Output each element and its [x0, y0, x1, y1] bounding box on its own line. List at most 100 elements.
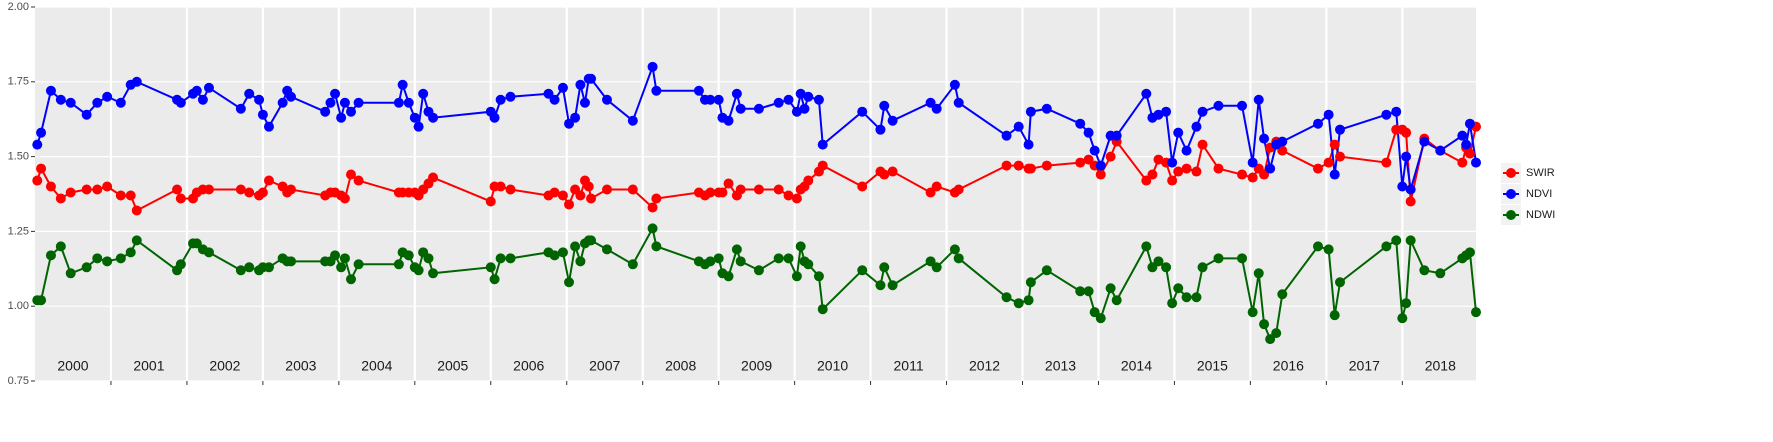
- data-point: [495, 94, 506, 105]
- y-tick-label: 2.00: [8, 1, 29, 13]
- data-point: [1025, 106, 1036, 117]
- data-point: [330, 250, 341, 261]
- data-point: [1397, 313, 1408, 324]
- data-point: [813, 271, 824, 282]
- data-point: [336, 262, 347, 273]
- data-point: [557, 247, 568, 258]
- data-point: [1153, 109, 1164, 120]
- data-point: [564, 277, 575, 288]
- data-point: [627, 115, 638, 126]
- data-point: [803, 175, 814, 186]
- data-point: [346, 274, 357, 285]
- data-point: [1153, 256, 1164, 267]
- data-point: [325, 97, 336, 108]
- data-point: [45, 85, 56, 96]
- data-point: [235, 184, 246, 195]
- data-point: [423, 253, 434, 264]
- data-point: [45, 181, 56, 192]
- data-point: [1335, 151, 1346, 162]
- data-point: [753, 103, 764, 114]
- data-point: [1237, 253, 1248, 264]
- data-point: [1405, 235, 1416, 246]
- data-point: [244, 187, 255, 198]
- data-point: [735, 256, 746, 267]
- data-point: [570, 241, 581, 252]
- data-point: [1181, 292, 1192, 303]
- y-tick-label: 1.50: [8, 151, 29, 163]
- year-label: 2013: [1045, 358, 1076, 374]
- data-point: [1041, 160, 1052, 171]
- data-point: [1265, 163, 1276, 174]
- data-point: [627, 184, 638, 195]
- data-point: [601, 94, 612, 105]
- y-tick-label: 1.75: [8, 76, 29, 88]
- data-point: [1419, 265, 1430, 276]
- data-point: [575, 256, 586, 267]
- data-point: [92, 97, 103, 108]
- data-point: [1435, 268, 1446, 279]
- data-point: [1213, 253, 1224, 264]
- data-point: [783, 190, 794, 201]
- data-point: [339, 253, 350, 264]
- data-point: [102, 91, 113, 102]
- year-label: 2014: [1121, 358, 1152, 374]
- data-point: [505, 91, 516, 102]
- data-point: [803, 259, 814, 270]
- data-point: [32, 175, 43, 186]
- year-label: 2000: [57, 358, 88, 374]
- data-point: [285, 91, 296, 102]
- data-point: [1471, 157, 1481, 168]
- year-label: 2003: [285, 358, 316, 374]
- year-label: 2009: [741, 358, 772, 374]
- data-point: [36, 163, 47, 174]
- data-point: [235, 103, 246, 114]
- data-point: [1277, 136, 1288, 147]
- data-point: [175, 193, 186, 204]
- data-point: [1041, 265, 1052, 276]
- data-point: [403, 250, 414, 261]
- data-point: [813, 94, 824, 105]
- data-point: [346, 106, 357, 117]
- data-point: [651, 85, 662, 96]
- data-point: [1381, 157, 1392, 168]
- data-point: [92, 184, 103, 195]
- data-point: [1247, 172, 1258, 183]
- data-point: [45, 250, 56, 261]
- data-point: [1247, 307, 1258, 318]
- data-point: [1095, 169, 1106, 180]
- data-point: [102, 181, 113, 192]
- data-point: [489, 274, 500, 285]
- data-point: [887, 280, 898, 291]
- data-point: [953, 184, 964, 195]
- data-point: [879, 169, 890, 180]
- data-point: [485, 196, 496, 207]
- data-point: [263, 175, 274, 186]
- data-point: [330, 88, 341, 99]
- data-point: [1181, 145, 1192, 156]
- data-point: [1141, 88, 1152, 99]
- data-point: [723, 178, 734, 189]
- data-point: [413, 121, 424, 132]
- data-point: [1401, 151, 1412, 162]
- year-label: 2010: [817, 358, 848, 374]
- data-point: [1197, 139, 1208, 150]
- data-point: [773, 184, 784, 195]
- data-point: [65, 97, 76, 108]
- data-point: [1329, 139, 1340, 150]
- legend-label: NDWI: [1526, 209, 1555, 221]
- data-point: [1237, 100, 1248, 111]
- data-point: [1335, 277, 1346, 288]
- data-point: [409, 112, 420, 123]
- data-point: [203, 82, 214, 93]
- data-point: [489, 112, 500, 123]
- legend-label: SWIR: [1526, 167, 1555, 179]
- data-point: [1457, 130, 1468, 141]
- data-point: [36, 127, 47, 138]
- data-point: [1001, 130, 1012, 141]
- data-point: [1095, 160, 1106, 171]
- data-point: [1167, 175, 1178, 186]
- data-point: [651, 241, 662, 252]
- data-point: [879, 262, 890, 273]
- data-point: [875, 280, 886, 291]
- data-point: [1173, 166, 1184, 177]
